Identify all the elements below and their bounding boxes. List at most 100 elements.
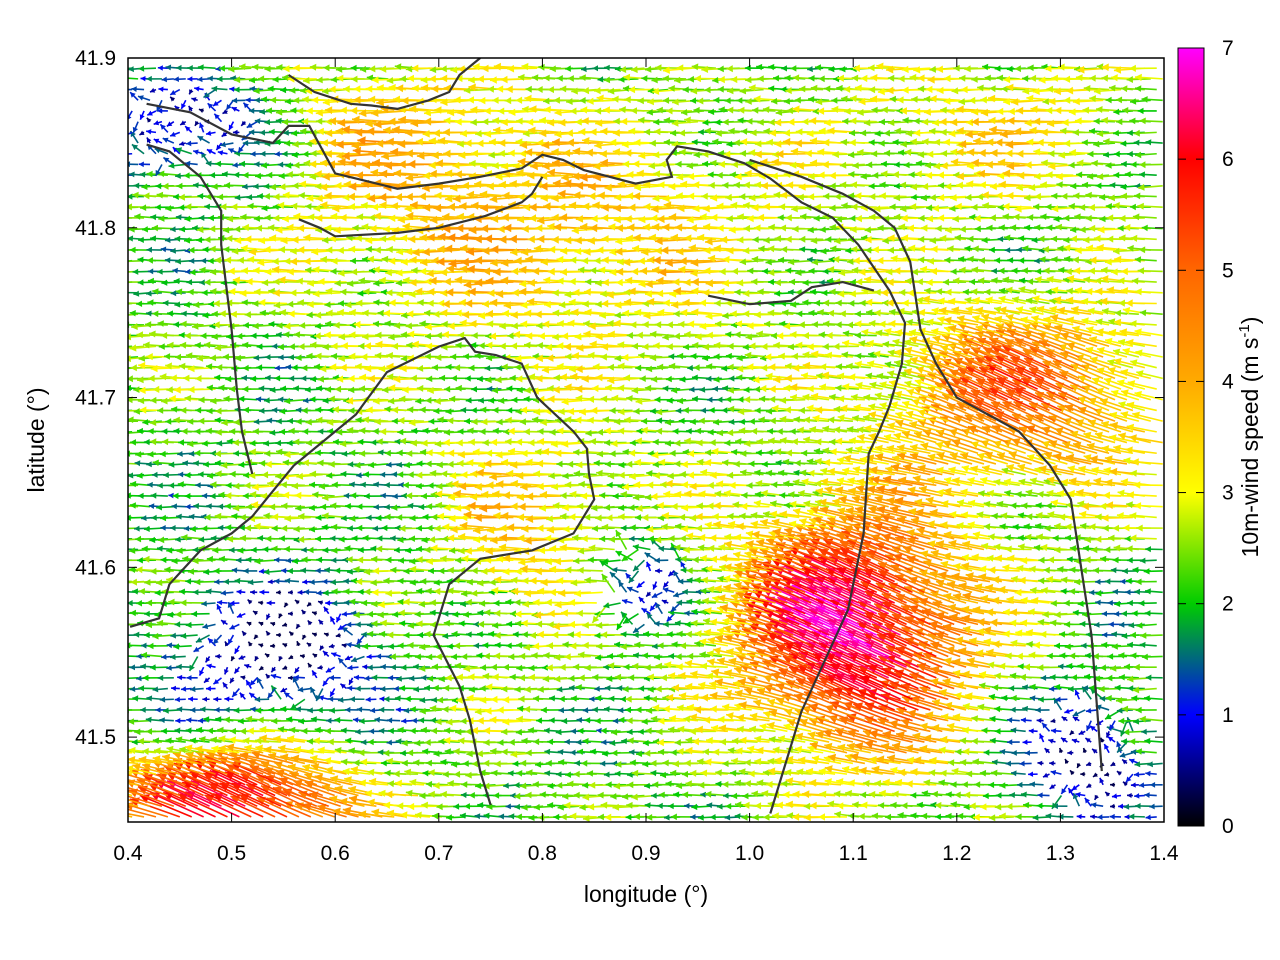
wind-vector-head (621, 738, 627, 745)
wind-vector-head (438, 738, 445, 745)
wind-vector-head (1139, 715, 1146, 723)
wind-vector-head (1058, 663, 1064, 670)
wind-vector-head (106, 757, 113, 765)
wind-vector-head (176, 663, 182, 670)
wind-vector-head (1118, 803, 1123, 809)
wind-vector-head (734, 813, 741, 820)
wind-vector-head (326, 717, 332, 724)
wind-vector-head (1071, 738, 1078, 744)
wind-vector-head (533, 738, 540, 746)
wind-vector-head (657, 717, 665, 725)
wind-vector-head (627, 737, 634, 745)
wind-vector-head (256, 677, 262, 684)
wind-vector-head (424, 684, 430, 692)
wind-vector-head (175, 718, 181, 724)
wind-vector-head (631, 769, 639, 777)
wind-vector-head (383, 801, 391, 809)
wind-vector-head (636, 750, 643, 757)
wind-vector-head (803, 802, 811, 810)
wind-vector-head (851, 765, 859, 774)
wind-vector-head (340, 683, 346, 689)
wind-vector-head (259, 665, 264, 671)
wind-vector-head (152, 686, 159, 693)
wind-vector-head (120, 675, 126, 681)
wind-vector-head (910, 792, 917, 799)
wind-vector-head (188, 696, 194, 702)
wind-vector-head (1110, 761, 1116, 766)
wind-vector-head (887, 754, 896, 763)
wind-vector-head (592, 673, 599, 681)
wind-vector-head (633, 813, 640, 820)
wind-vector-head (386, 717, 393, 724)
wind-vector-head (1118, 717, 1125, 725)
wind-vector-head (1084, 673, 1091, 680)
wind-vector-head (483, 782, 490, 790)
wind-vector-head (597, 791, 604, 799)
wind-vector-head (663, 814, 670, 821)
wind-vector-head (809, 801, 817, 810)
wind-vector-head (1123, 803, 1130, 810)
wind-vector-head (345, 737, 352, 744)
wind-vector-head (978, 682, 986, 690)
wind-vector-head (115, 737, 122, 744)
wind-vector-head (523, 705, 531, 713)
wind-vector-head (847, 729, 857, 738)
wind-vector-head (121, 546, 127, 552)
wind-vector (861, 653, 913, 679)
wind-vector-head (604, 813, 612, 821)
wind-vector-head (1121, 738, 1127, 745)
wind-vector-head (293, 674, 299, 681)
wind-vector-head (734, 689, 743, 698)
wind-vector-head (895, 778, 903, 787)
wind-vector-head (202, 696, 207, 702)
wind-vector-head (714, 678, 724, 687)
wind-vector-head (378, 727, 385, 734)
wind-vector-head (483, 739, 490, 746)
wind-vector (231, 782, 282, 807)
wind-vector-head (1132, 686, 1140, 694)
wind-vector-head (435, 718, 442, 726)
wind-vector-head (1029, 695, 1036, 702)
wind-vector-head (628, 674, 635, 681)
wind-vector-head (199, 736, 206, 743)
wind-vector-head (287, 735, 295, 743)
wind-vector-head (683, 715, 691, 723)
wind-vector-head (905, 780, 913, 788)
wind-vector-head (388, 727, 394, 735)
wind-vector-head (1106, 674, 1113, 682)
wind-vector-head (941, 713, 949, 721)
wind-vector-head (731, 757, 738, 765)
wind-vector-head (117, 791, 126, 800)
wind-vector-head (400, 664, 407, 671)
wind-vector-head (785, 777, 794, 785)
wind-vector-head (103, 776, 111, 784)
wind-vector-head (295, 706, 302, 713)
wind-vector-head (1071, 785, 1078, 791)
wind-vector-head (1129, 738, 1136, 745)
wind-vector-head (153, 747, 161, 755)
wind-vector-head (763, 813, 770, 821)
wind-vector-head (952, 658, 961, 667)
wind-vector-head (961, 781, 968, 788)
wind-vector-head (348, 795, 358, 804)
wind-vector-head (853, 702, 864, 712)
wind-vector-head (650, 715, 658, 723)
wind-vector (849, 639, 907, 668)
wind-vector-head (259, 725, 267, 734)
wind-vector-head (819, 790, 827, 798)
wind-vector-head (962, 726, 969, 734)
wind-vector-head (669, 714, 676, 723)
wind-vector-head (579, 803, 586, 811)
wind-vector-head (393, 685, 399, 692)
wind-vector-head (576, 717, 583, 723)
wind-vector-head (358, 749, 365, 757)
wind-vector-head (567, 780, 574, 788)
wind-vector-head (479, 685, 486, 692)
wind-vector-head (1097, 814, 1103, 820)
wind-vector-head (1135, 803, 1141, 809)
wind-vector-head (973, 813, 980, 821)
wind-vector-head (731, 737, 739, 745)
wind-vector-head (767, 757, 775, 765)
wind-vector-head (431, 696, 438, 703)
wind-vector-head (852, 801, 859, 809)
